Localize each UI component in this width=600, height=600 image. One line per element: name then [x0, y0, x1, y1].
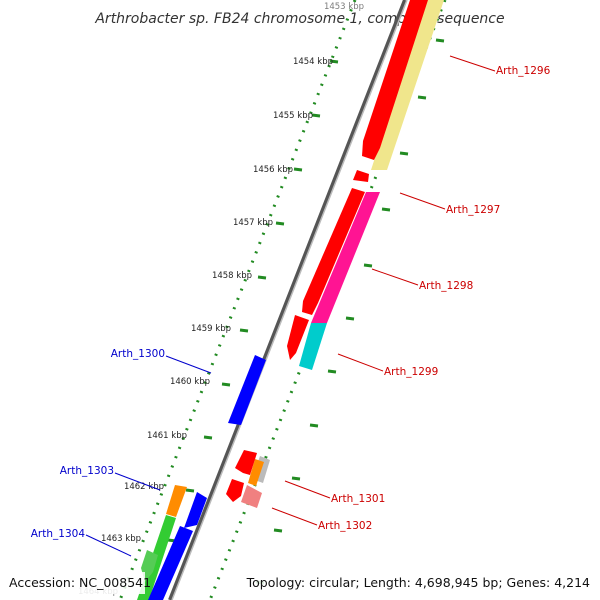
map-tracks: 1453 kbp 1454 kbp 1455 kbp 1456 kbp 1457…	[78, 0, 496, 600]
cog-bar-arth-1298[interactable]	[311, 192, 380, 323]
cog-bar-arth-1302[interactable]	[241, 485, 262, 508]
gene-label-arth-1298[interactable]: Arth_1298	[419, 280, 473, 292]
scale-tick	[309, 423, 319, 428]
chromosome-backbone	[168, 0, 407, 600]
scale-tick	[273, 528, 283, 533]
leader-arth-1301	[284, 480, 331, 499]
leader-arth-1298	[371, 268, 419, 286]
scale-tick	[345, 316, 355, 321]
gene-labels: Arth_1296 Arth_1297 Arth_1298 Arth_1299 …	[31, 65, 551, 540]
leader-arth-1302	[271, 507, 318, 526]
scale-tick	[381, 207, 391, 212]
scale-dotted-line-inner	[118, 0, 357, 600]
scale-tick	[291, 476, 301, 481]
scale-label: 1454 kbp	[293, 57, 333, 67]
gene-green-fragment	[141, 550, 158, 582]
gene-arth-1304-blue[interactable]	[148, 526, 193, 600]
scale-label: 1457 kbp	[233, 218, 273, 228]
scale-tick	[327, 369, 337, 374]
scale-label: 1461 kbp	[147, 431, 187, 441]
scale-label: 1453 kbp	[324, 2, 364, 12]
genome-stats-text: Topology: circular; Length: 4,698,945 bp…	[246, 575, 590, 590]
scale-tick	[311, 113, 321, 118]
leader-arth-1296	[449, 55, 496, 72]
gene-label-arth-1303[interactable]: Arth_1303	[60, 465, 114, 477]
scale-tick	[185, 488, 195, 493]
gene-arth-1299[interactable]	[287, 315, 309, 360]
scale-tick	[399, 151, 409, 156]
scale-tick	[203, 435, 213, 440]
scale-tick	[257, 275, 267, 280]
gene-label-arth-1304[interactable]: Arth_1304	[31, 528, 86, 540]
gene-label-arth-1302[interactable]: Arth_1302	[318, 520, 372, 532]
gene-label-arth-1299[interactable]: Arth_1299	[384, 366, 438, 378]
cog-bar-arth-1303[interactable]	[166, 485, 187, 517]
cog-bar-arth-1296[interactable]	[371, 0, 444, 170]
map-title: Arthrobacter sp. FB24 chromosome 1, comp…	[94, 11, 504, 27]
leader-arth-1297	[399, 192, 446, 210]
gene-arth-1296[interactable]	[362, 0, 428, 160]
scale-label: 1459 kbp	[191, 324, 231, 334]
scale-tick	[221, 382, 231, 387]
footer-right-backdrop	[255, 572, 600, 594]
scale-tick	[293, 167, 303, 172]
scale-tick	[363, 263, 373, 268]
gene-label-arth-1297[interactable]: Arth_1297	[446, 204, 500, 216]
chromosome-backbone-highlight	[171, 0, 408, 600]
scale-ticks	[167, 38, 445, 585]
gene-arth-1303-blue[interactable]	[184, 492, 207, 528]
cog-bar-arth-1301-orange	[248, 459, 264, 486]
gene-arth-1298-body[interactable]	[302, 188, 365, 315]
scale-label: 1462 kbp	[124, 482, 164, 492]
leader-arth-1300	[165, 355, 212, 374]
leader-arth-1304	[85, 534, 132, 557]
scale-tick	[435, 38, 445, 43]
cog-bar-arth-1299[interactable]	[299, 323, 327, 370]
scale-label: 1460 kbp	[170, 377, 210, 387]
gene-label-arth-1301[interactable]: Arth_1301	[331, 493, 385, 505]
scale-tick	[275, 221, 285, 226]
scale-label: 1463 kbp	[101, 534, 141, 544]
gene-arth-1302[interactable]	[226, 479, 244, 502]
gene-label-arth-1300[interactable]: Arth_1300	[111, 348, 165, 360]
gene-arth-1301[interactable]	[235, 450, 257, 475]
scale-label: 1458 kbp	[212, 271, 252, 281]
footer-left-backdrop	[0, 572, 145, 594]
scale-tick	[239, 328, 249, 333]
gene-arth-1297[interactable]	[353, 170, 369, 182]
scale-label: 1456 kbp	[253, 165, 293, 175]
scale-tick	[417, 95, 427, 100]
scale-tick	[329, 59, 339, 64]
leader-arth-1303	[114, 472, 161, 491]
scale-label: 1455 kbp	[273, 111, 313, 121]
label-leaders	[85, 55, 496, 557]
leader-arth-1299	[337, 353, 384, 372]
accession-text: Accession: NC_008541	[9, 575, 151, 590]
gene-arth-1300[interactable]	[228, 355, 266, 425]
gene-label-arth-1296[interactable]: Arth_1296	[496, 65, 551, 77]
